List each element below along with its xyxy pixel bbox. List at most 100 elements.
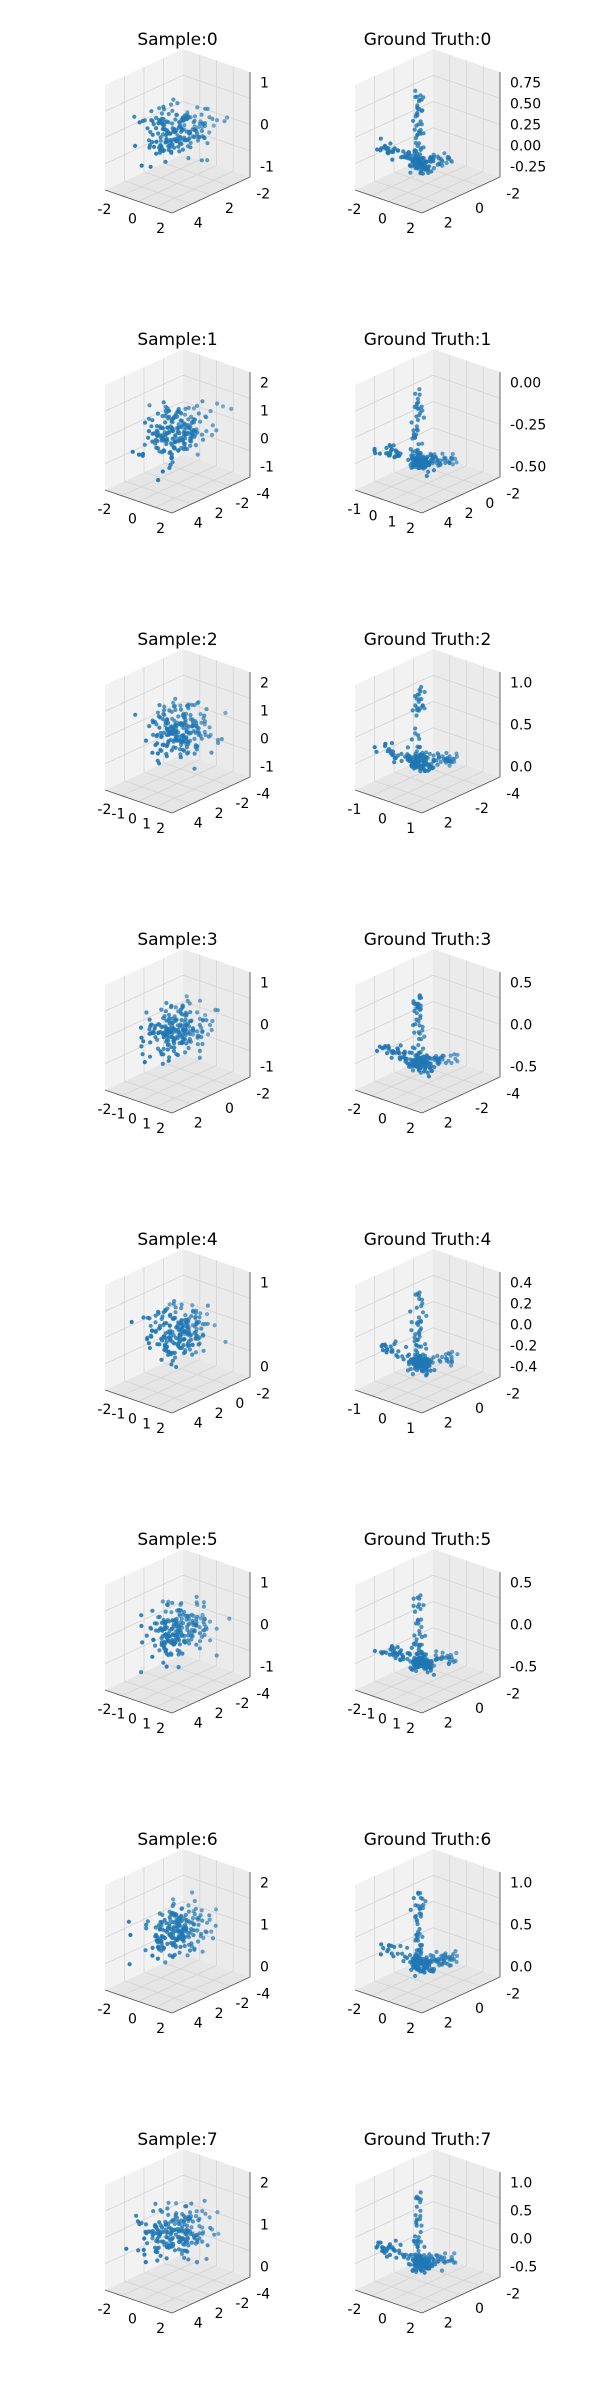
data-point — [166, 1058, 171, 1063]
data-point — [394, 1353, 399, 1358]
data-point — [189, 1314, 194, 1319]
data-point — [415, 692, 420, 697]
data-point — [413, 753, 418, 759]
data-point — [175, 101, 180, 106]
data-point — [395, 1046, 400, 1051]
data-point — [205, 1303, 210, 1308]
data-point — [418, 762, 423, 767]
grid-line — [143, 171, 212, 196]
data-point — [185, 110, 190, 115]
grid-line — [432, 974, 501, 999]
data-point — [201, 135, 207, 140]
data-point — [166, 111, 171, 117]
data-point — [382, 2250, 387, 2255]
data-point — [441, 1655, 446, 1660]
data-point — [192, 703, 197, 708]
data-point — [172, 1936, 178, 1941]
z-tick-label: 0.0 — [510, 1018, 532, 1034]
data-point — [171, 1897, 176, 1902]
z-tick-label: 1 — [260, 1276, 269, 1292]
data-point — [180, 747, 185, 752]
data-point — [410, 1372, 415, 1377]
grid-line — [163, 1062, 231, 1087]
data-point — [388, 141, 393, 146]
data-point — [181, 1004, 186, 1009]
data-point — [413, 731, 418, 736]
data-point — [425, 459, 430, 464]
data-point — [148, 1040, 153, 1045]
data-point — [207, 1913, 212, 1918]
data-point — [190, 1618, 195, 1623]
data-point — [147, 1031, 152, 1036]
grid-line — [405, 1670, 484, 1708]
data-point — [411, 428, 416, 433]
data-point — [183, 432, 188, 437]
data-point — [139, 1623, 144, 1629]
data-point — [420, 1028, 425, 1033]
data-point — [431, 1355, 436, 1360]
data-point — [156, 1030, 161, 1035]
data-point — [161, 1052, 166, 1057]
data-point — [167, 1619, 172, 1624]
data-point — [191, 420, 197, 425]
data-point — [429, 1068, 435, 1074]
data-point — [149, 424, 154, 429]
y-axis-line — [421, 1676, 501, 1714]
data-point — [187, 1343, 192, 1348]
data-point — [194, 129, 199, 134]
data-point — [453, 456, 458, 461]
x-tick-label: 1 — [387, 515, 396, 531]
data-point — [205, 1032, 211, 1037]
data-point — [180, 740, 185, 745]
z-tick-label: -0.5 — [510, 2260, 537, 2276]
grid-line — [155, 170, 234, 208]
data-point — [426, 1362, 431, 1367]
z-tick-label: -0.25 — [510, 160, 546, 176]
data-point — [139, 1670, 144, 1675]
data-point — [153, 1643, 158, 1648]
x-axis-line — [354, 1089, 423, 1114]
data-point — [392, 760, 397, 765]
data-point — [186, 1930, 191, 1935]
data-point — [196, 125, 201, 130]
y-tick-label: -4 — [256, 1987, 270, 2003]
data-point — [405, 1656, 410, 1662]
data-point — [197, 1915, 202, 1920]
grid-line — [432, 1601, 501, 1625]
data-point — [163, 1632, 168, 1637]
data-point — [169, 1045, 174, 1050]
z-tick-label: 0.5 — [510, 976, 532, 992]
data-point — [154, 1938, 159, 1943]
data-point — [192, 2234, 197, 2239]
data-point — [419, 995, 424, 1000]
data-point — [144, 1633, 149, 1638]
data-point — [141, 2247, 146, 2252]
data-point — [413, 726, 418, 731]
data-point — [158, 135, 163, 140]
z-tick-label: 0.5 — [510, 1918, 532, 1934]
x-axis-line — [354, 1389, 423, 1414]
data-point — [414, 713, 419, 718]
data-point — [420, 1659, 425, 1664]
y-axis-line — [171, 776, 251, 814]
data-point — [190, 1342, 195, 1347]
data-point — [202, 2198, 207, 2203]
data-point — [215, 118, 220, 123]
grid-line — [155, 1370, 234, 1408]
data-point — [196, 732, 201, 738]
data-point — [414, 1017, 419, 1022]
data-point — [412, 1030, 417, 1035]
data-point — [155, 430, 160, 435]
y-tick-label: 2 — [444, 1715, 453, 1731]
data-point — [176, 2239, 182, 2244]
grid-line — [155, 1970, 234, 2008]
data-point — [202, 123, 208, 129]
data-point — [172, 718, 177, 723]
data-point — [184, 1926, 189, 1931]
y-tick-label: -2 — [475, 801, 489, 817]
data-point — [170, 121, 175, 126]
data-point — [417, 1031, 422, 1036]
z-tick-label: -1 — [260, 1660, 274, 1676]
